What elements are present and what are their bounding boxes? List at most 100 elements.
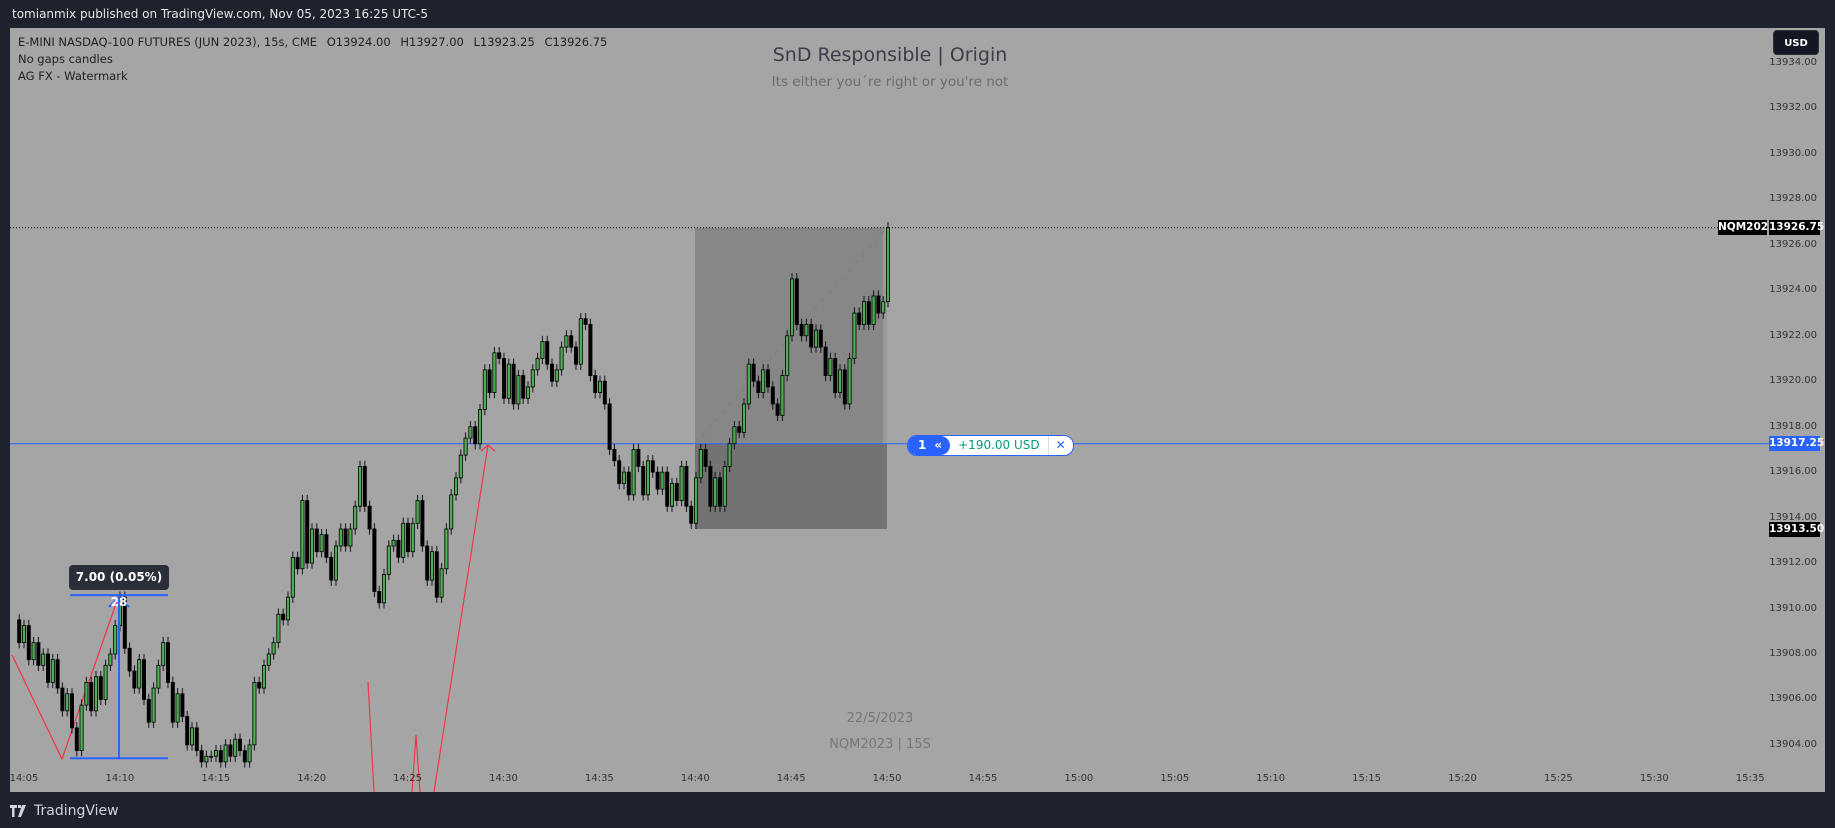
candle-up — [156, 664, 161, 689]
position-quantity[interactable]: 1 « — [908, 436, 951, 455]
candle-up — [444, 528, 449, 570]
candle-up — [838, 369, 843, 393]
symbol-legend-row[interactable]: E-MINI NASDAQ-100 FUTURES (JUN 2023), 15… — [18, 34, 613, 51]
candle-up — [290, 556, 295, 598]
candle-up — [410, 522, 415, 553]
candle-down — [588, 323, 593, 376]
candle-up — [213, 750, 218, 757]
price-tick-label: 13916.00 — [1769, 466, 1817, 478]
price-tick-label: 13912.00 — [1769, 557, 1817, 569]
candle-down — [809, 323, 814, 348]
time-tick-label: 14:30 — [489, 773, 518, 784]
candle-down — [434, 551, 439, 598]
ohlc-high: H13927.00 — [400, 35, 464, 49]
candle-up — [50, 659, 55, 683]
candle-down — [718, 477, 723, 507]
candle-down — [833, 358, 838, 393]
candle-down — [127, 647, 132, 672]
candle-up — [357, 466, 362, 507]
candle-down — [89, 681, 94, 712]
candle-down — [617, 460, 622, 484]
watermark-subtitle: Its either you´re right or you're not — [771, 74, 1009, 90]
candle-down — [511, 363, 516, 405]
candle-down — [770, 386, 775, 405]
candle-down — [362, 466, 367, 507]
double-chevron-left-icon[interactable]: « — [934, 438, 943, 452]
candle-down — [497, 352, 502, 359]
candle-up — [722, 466, 727, 507]
candle-down — [626, 471, 631, 496]
candle-up — [276, 613, 281, 644]
candle-up — [391, 539, 396, 547]
candle-down — [314, 528, 319, 553]
candle-up — [41, 653, 46, 666]
time-tick-label: 15:10 — [1256, 773, 1286, 784]
time-tick-label: 14:05 — [9, 773, 39, 784]
candle-down — [545, 341, 550, 365]
candle-up — [381, 574, 386, 604]
indicator-legend-watermark[interactable]: AG FX - Watermark — [18, 69, 128, 83]
candle-down — [146, 699, 151, 723]
candle-down — [194, 727, 199, 751]
position-line-pill[interactable]: 1 « +190.00 USD ✕ — [907, 435, 1074, 456]
candle-up — [492, 352, 497, 393]
candle-down — [703, 449, 708, 467]
candle-down — [674, 483, 679, 501]
candle-down — [218, 750, 223, 763]
candle-up — [713, 477, 718, 507]
candle-up — [333, 545, 338, 581]
currency-button[interactable]: USD — [1773, 30, 1819, 55]
candle-up — [698, 449, 703, 479]
candle-up — [679, 466, 684, 501]
candle-up — [223, 744, 228, 763]
price-tick-label: 13932.00 — [1769, 102, 1817, 114]
candle-up — [429, 551, 434, 581]
candle-down — [343, 528, 348, 547]
candle-down — [425, 545, 430, 581]
candle-up — [790, 278, 795, 337]
zigzag-line — [11, 594, 120, 761]
chart-pane[interactable] — [10, 28, 1825, 792]
candle-up — [189, 727, 194, 746]
candle-down — [46, 653, 51, 683]
candle-down — [689, 505, 694, 524]
ohlc-low: L13923.25 — [473, 35, 535, 49]
time-tick-label: 14:20 — [297, 773, 327, 784]
candle-down — [329, 556, 334, 581]
candle-up — [852, 312, 857, 359]
candle-down — [607, 403, 612, 450]
candle-up — [103, 664, 108, 700]
time-tick-label: 15:20 — [1448, 773, 1477, 784]
candle-down — [775, 403, 780, 416]
candle-up — [353, 505, 358, 530]
candle-up — [113, 625, 118, 655]
candle-up — [21, 625, 26, 644]
candle-up — [175, 693, 180, 723]
candle-up — [151, 687, 156, 723]
candle-down — [98, 676, 103, 700]
candle-down — [521, 375, 526, 399]
candle-down — [199, 750, 204, 763]
watermark-date: 22/5/2023 — [846, 711, 914, 726]
candle-down — [799, 323, 804, 337]
tradingview-footer[interactable]: TradingView — [10, 800, 119, 822]
candle-up — [401, 522, 406, 558]
candle-down — [574, 346, 579, 365]
candle-down — [650, 460, 655, 473]
last-price-symbol-label: NQM2023 — [1718, 220, 1776, 235]
candle-down — [60, 687, 65, 712]
candle-down — [794, 278, 799, 325]
candle-up — [660, 471, 665, 490]
candle-up — [468, 426, 473, 439]
zigzag-line — [433, 444, 489, 793]
candle-up — [266, 653, 271, 666]
candle-down — [612, 449, 617, 462]
candle-down — [55, 659, 60, 689]
close-position-button[interactable]: ✕ — [1047, 436, 1073, 455]
candle-up — [204, 755, 209, 763]
position-stop-zone — [695, 443, 887, 529]
candle-up — [506, 363, 511, 399]
indicator-legend-no-gaps[interactable]: No gaps candles — [18, 52, 113, 66]
candle-up — [300, 500, 305, 570]
